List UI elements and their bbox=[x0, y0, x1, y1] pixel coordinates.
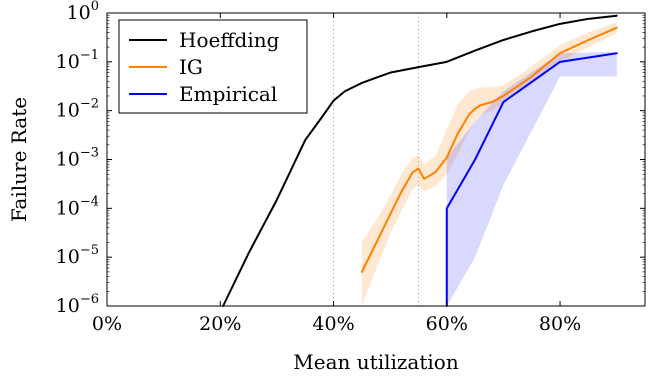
y-tick-base: 10 bbox=[56, 246, 80, 268]
y-axis-label: Failure Rate bbox=[7, 97, 31, 222]
y-tick-base: 10 bbox=[56, 51, 80, 73]
x-tick-label: 60% bbox=[426, 313, 468, 335]
x-tick-labels: 0% 20% 40% 60% 80% bbox=[92, 313, 581, 335]
y-tick-exponent: −1 bbox=[80, 48, 99, 63]
y-tick-base: 10 bbox=[56, 100, 80, 122]
x-tick-label: 40% bbox=[312, 313, 354, 335]
x-tick-label: 80% bbox=[539, 313, 581, 335]
y-tick-base: 10 bbox=[56, 149, 80, 171]
legend-label-hoeffding: Hoeffding bbox=[179, 28, 280, 52]
x-tick-label: 20% bbox=[199, 313, 241, 335]
y-tick-exponent: −2 bbox=[80, 97, 99, 112]
y-tick-base: 10 bbox=[56, 197, 80, 219]
y-tick-label: 10−1 bbox=[56, 48, 99, 73]
y-tick-exponent: −3 bbox=[80, 146, 99, 161]
y-tick-exponent: −5 bbox=[80, 243, 99, 258]
y-tick-base: 10 bbox=[56, 295, 80, 317]
confidence-bands bbox=[361, 22, 617, 306]
legend-label-ig: IG bbox=[179, 55, 203, 79]
y-tick-base: 10 bbox=[67, 2, 91, 24]
y-tick-exponent: 0 bbox=[91, 0, 99, 14]
y-tick-exponent: −4 bbox=[80, 194, 99, 209]
y-tick-label: 100 bbox=[67, 0, 99, 24]
y-tick-exponent: −6 bbox=[80, 292, 99, 307]
series-lines bbox=[222, 14, 618, 307]
x-axis-label: Mean utilization bbox=[293, 350, 459, 374]
axis-ticks bbox=[106, 12, 645, 307]
y-tick-label: 10−5 bbox=[56, 243, 99, 268]
x-tick-label: 0% bbox=[92, 313, 122, 335]
series-line-empirical bbox=[445, 52, 618, 307]
band-empirical bbox=[446, 51, 617, 306]
y-tick-label: 10−3 bbox=[56, 146, 99, 171]
series-line-hoeffding bbox=[222, 14, 618, 307]
reference-lines bbox=[333, 13, 419, 306]
series-line-ig bbox=[360, 26, 618, 273]
legend: Hoeffding IG Empirical bbox=[118, 19, 308, 114]
band-ig bbox=[361, 22, 617, 306]
y-tick-label: 10−2 bbox=[56, 97, 99, 122]
y-tick-label: 10−4 bbox=[56, 194, 99, 219]
y-tick-label: 10−6 bbox=[56, 292, 99, 317]
legend-label-empirical: Empirical bbox=[179, 82, 277, 106]
